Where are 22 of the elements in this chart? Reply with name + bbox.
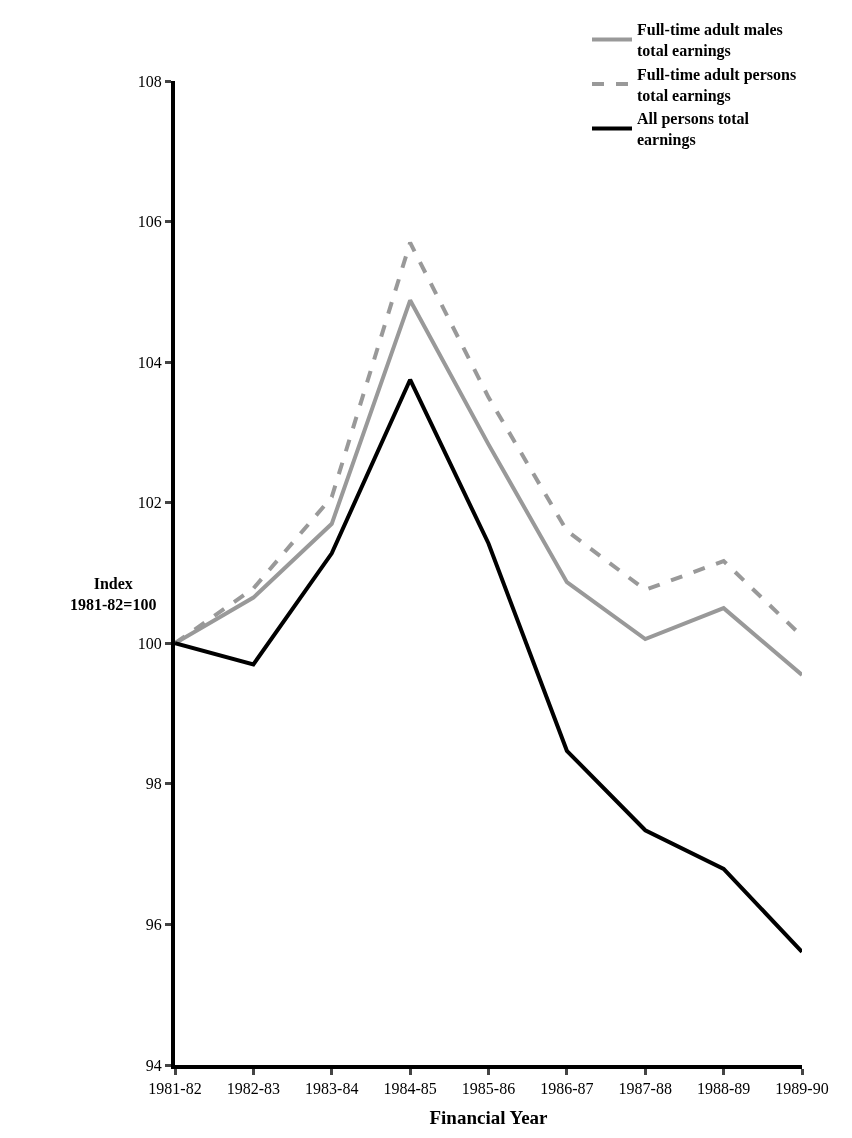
- x-tick-label: 1982-83: [226, 1080, 281, 1098]
- x-tick-label: 1986-87: [540, 1080, 594, 1098]
- legend-label: Full-time adult males total earnings: [637, 21, 783, 61]
- y-tick-label: 108: [137, 72, 162, 90]
- x-axis-title: Financial Year: [429, 1106, 549, 1128]
- y-tick-label: 106: [137, 213, 162, 231]
- x-tick-label: 1987-88: [618, 1080, 672, 1098]
- legend-label: All persons total earnings: [637, 110, 750, 150]
- x-tick-label: 1988-89: [696, 1080, 751, 1098]
- y-tick-label: 94: [145, 1056, 162, 1074]
- y-tick-label: 104: [137, 353, 162, 371]
- x-tick-label: 1985-86: [461, 1080, 516, 1098]
- legend-label: Full-time adult persons total earnings: [637, 65, 797, 105]
- x-tick-label: 1981-82: [148, 1080, 202, 1098]
- x-tick-label: 1983-84: [305, 1080, 359, 1098]
- y-tick-label: 102: [137, 494, 162, 512]
- x-tick-label: 1984-85: [383, 1080, 437, 1098]
- y-tick-label: 100: [137, 634, 162, 652]
- y-axis-title: Index 1981-82=100: [70, 575, 157, 613]
- y-tick-label: 96: [145, 916, 162, 934]
- y-tick-label: 98: [145, 775, 162, 793]
- x-tick-label: 1989-90: [775, 1080, 829, 1098]
